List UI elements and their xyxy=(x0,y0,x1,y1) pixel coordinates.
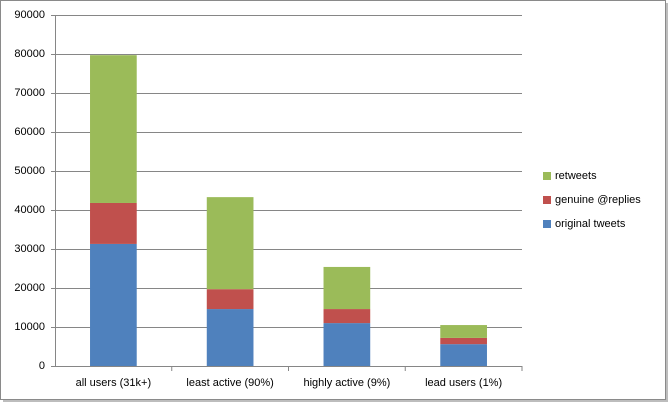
y-tick-label: 40000 xyxy=(14,204,45,216)
y-tick-label: 70000 xyxy=(14,87,45,99)
legend-label: genuine @replies xyxy=(555,194,641,206)
legend-swatch xyxy=(543,196,551,204)
x-tick-label: all users (31k+) xyxy=(76,377,152,389)
bar-segment xyxy=(440,344,487,366)
y-tick-label: 30000 xyxy=(14,243,45,255)
bar-segment xyxy=(323,266,371,310)
legend-swatch xyxy=(543,220,551,228)
bar-segment xyxy=(323,323,371,366)
y-tick-label: 80000 xyxy=(14,48,45,60)
legend-label: retweets xyxy=(555,170,597,182)
y-tick-label: 10000 xyxy=(14,321,45,333)
y-tick-label: 0 xyxy=(39,360,45,372)
x-tick-label: highly active (9%) xyxy=(303,377,390,389)
y-tick-label: 20000 xyxy=(14,282,45,294)
y-tick-label: 50000 xyxy=(14,165,45,177)
bar-segment xyxy=(206,289,254,310)
bar-segment xyxy=(90,243,137,366)
bar-segment xyxy=(90,202,137,244)
bar-segment xyxy=(440,337,487,345)
y-tick-label: 90000 xyxy=(14,9,45,21)
legend-label: original tweets xyxy=(555,218,626,230)
legend-swatch xyxy=(543,172,551,180)
x-tick-label: least active (90%) xyxy=(186,377,273,389)
bar-segment xyxy=(206,309,254,366)
bar-segment xyxy=(206,197,254,290)
y-tick-label: 60000 xyxy=(14,126,45,138)
bar-segment xyxy=(323,309,371,324)
bar-segment xyxy=(90,55,137,203)
bar-segment xyxy=(440,325,487,338)
x-tick-label: lead users (1%) xyxy=(425,377,502,389)
